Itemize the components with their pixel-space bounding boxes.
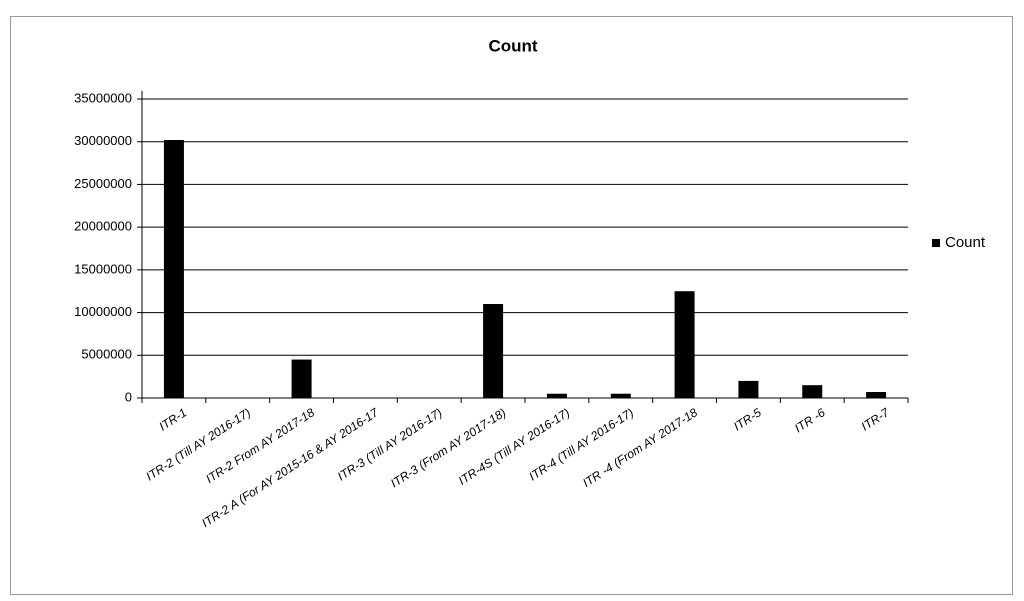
bar	[546, 393, 567, 398]
y-tick-label: 20000000	[74, 219, 132, 234]
legend-label: Count	[945, 234, 986, 251]
y-tick-label: 35000000	[74, 90, 132, 105]
y-tick-label: 30000000	[74, 133, 132, 148]
bar	[483, 304, 504, 398]
y-tick-label: 10000000	[74, 304, 132, 319]
y-tick-label: 0	[125, 389, 132, 404]
y-tick-label: 15000000	[74, 261, 132, 276]
legend-swatch	[932, 239, 940, 247]
y-tick-label: 25000000	[74, 176, 132, 191]
chart-title: Count	[488, 36, 537, 55]
bar	[163, 140, 184, 398]
bar	[610, 393, 631, 398]
bar	[866, 392, 887, 398]
bar	[674, 291, 695, 398]
y-tick-label: 5000000	[81, 347, 132, 362]
bar	[291, 359, 312, 398]
bar	[802, 385, 823, 398]
chart-frame	[10, 16, 1013, 595]
bar	[738, 380, 759, 398]
